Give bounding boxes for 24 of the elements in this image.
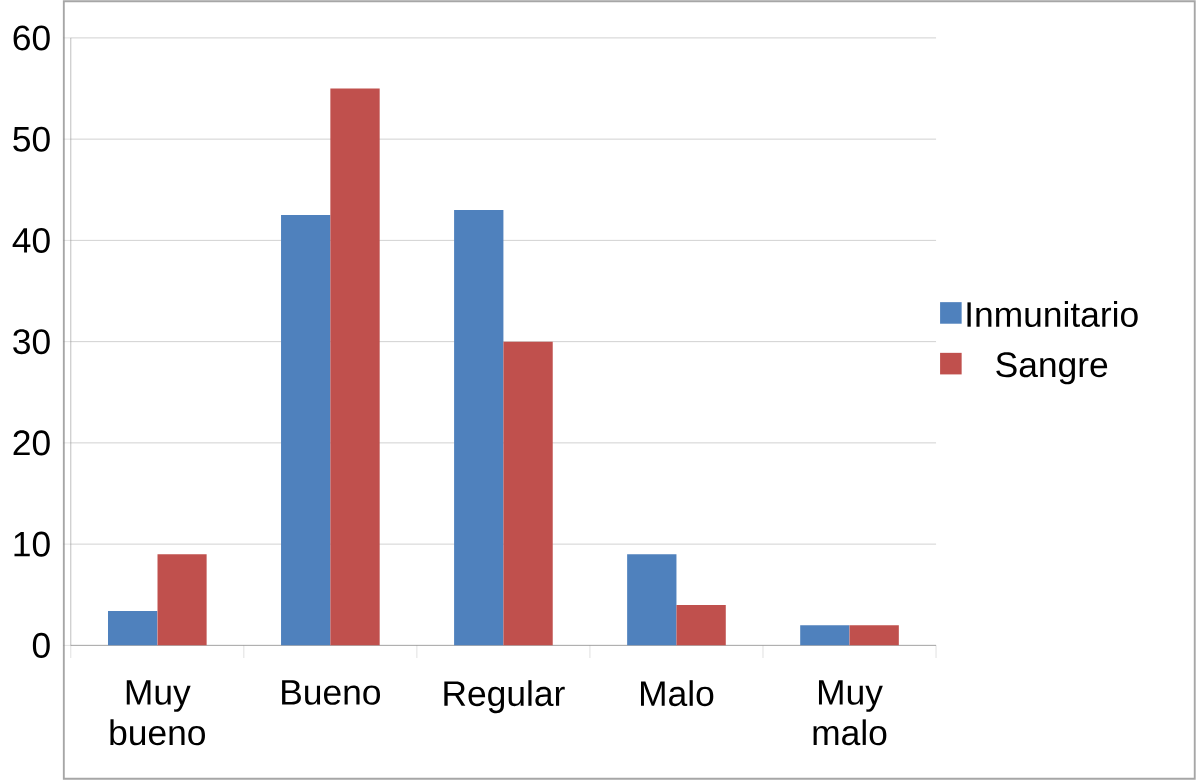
bar	[627, 554, 677, 646]
bar	[503, 341, 553, 646]
x-tick-label: Regular	[444, 680, 565, 714]
bar	[281, 215, 331, 646]
x-tick-label: Muy malo	[813, 680, 887, 746]
y-tick-label: 40	[12, 227, 50, 253]
x-tick-label: Bueno	[282, 680, 381, 705]
y-tick-label: 30	[13, 329, 50, 355]
bar	[849, 625, 899, 646]
legend-label: Inmunitario	[967, 301, 1138, 328]
bar	[157, 554, 207, 646]
y-tick-label: 10	[14, 531, 50, 557]
y-tick-label: 60	[13, 25, 50, 51]
x-tick-label: Malo	[641, 680, 714, 707]
bar	[454, 210, 504, 646]
legend-label: Sangre	[996, 352, 1108, 385]
y-tick-label: 0	[32, 632, 50, 658]
bar	[676, 604, 726, 646]
x-tick-label: Muy bueno	[110, 680, 205, 746]
y-tick-label: 50	[13, 126, 50, 152]
bar	[107, 610, 158, 646]
bar	[800, 625, 850, 646]
bar	[330, 88, 380, 646]
y-tick-label: 20	[13, 430, 50, 456]
